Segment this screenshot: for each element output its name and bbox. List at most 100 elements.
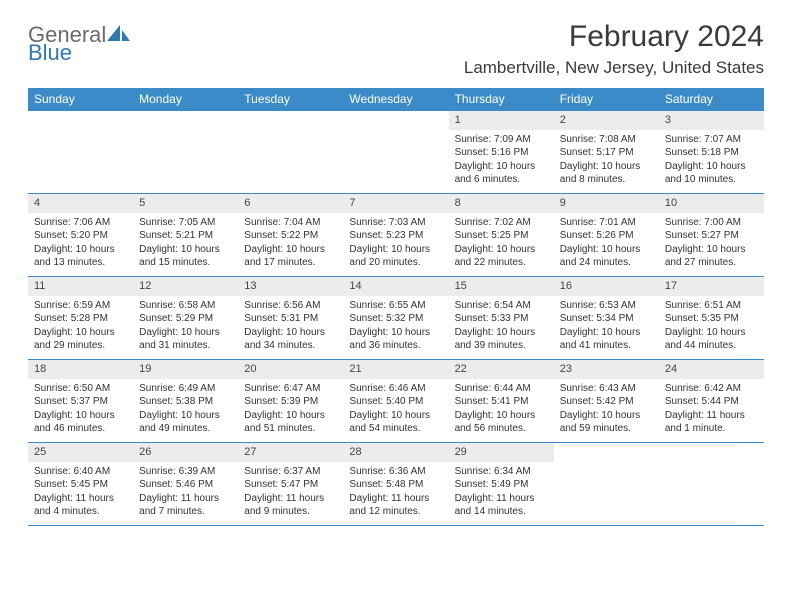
day-content: Sunrise: 6:46 AMSunset: 5:40 PMDaylight:… bbox=[343, 379, 448, 440]
day-line: Sunrise: 6:46 AM bbox=[349, 382, 442, 396]
day-line: Sunset: 5:22 PM bbox=[244, 229, 337, 243]
day-content: Sunrise: 6:58 AMSunset: 5:29 PMDaylight:… bbox=[133, 296, 238, 357]
day-line: Sunset: 5:17 PM bbox=[560, 146, 653, 160]
weekday-header: Sunday bbox=[28, 88, 133, 110]
calendar-cell: 14Sunrise: 6:55 AMSunset: 5:32 PMDayligh… bbox=[343, 277, 448, 359]
day-number: 6 bbox=[238, 194, 343, 213]
day-content: Sunrise: 7:02 AMSunset: 5:25 PMDaylight:… bbox=[449, 213, 554, 274]
day-line: Sunrise: 7:09 AM bbox=[455, 133, 548, 147]
header: General Blue February 2024 Lambertville,… bbox=[28, 20, 764, 78]
day-number: 13 bbox=[238, 277, 343, 296]
day-line: Daylight: 10 hours and 20 minutes. bbox=[349, 243, 442, 270]
calendar-cell bbox=[343, 111, 448, 193]
day-line: Sunset: 5:49 PM bbox=[455, 478, 548, 492]
day-line: Sunset: 5:40 PM bbox=[349, 395, 442, 409]
day-line: Sunset: 5:28 PM bbox=[34, 312, 127, 326]
calendar-row: 18Sunrise: 6:50 AMSunset: 5:37 PMDayligh… bbox=[28, 359, 764, 442]
calendar-cell bbox=[133, 111, 238, 193]
calendar-cell: 9Sunrise: 7:01 AMSunset: 5:26 PMDaylight… bbox=[554, 194, 659, 276]
calendar-header-row: Sunday Monday Tuesday Wednesday Thursday… bbox=[28, 88, 764, 110]
day-line: Sunrise: 6:58 AM bbox=[139, 299, 232, 313]
day-number: 20 bbox=[238, 360, 343, 379]
day-content: Sunrise: 6:43 AMSunset: 5:42 PMDaylight:… bbox=[554, 379, 659, 440]
calendar-cell: 11Sunrise: 6:59 AMSunset: 5:28 PMDayligh… bbox=[28, 277, 133, 359]
day-line: Sunset: 5:38 PM bbox=[139, 395, 232, 409]
calendar-cell: 21Sunrise: 6:46 AMSunset: 5:40 PMDayligh… bbox=[343, 360, 448, 442]
day-line: Daylight: 10 hours and 54 minutes. bbox=[349, 409, 442, 436]
calendar-cell: 22Sunrise: 6:44 AMSunset: 5:41 PMDayligh… bbox=[449, 360, 554, 442]
day-line: Daylight: 10 hours and 22 minutes. bbox=[455, 243, 548, 270]
calendar-cell: 17Sunrise: 6:51 AMSunset: 5:35 PMDayligh… bbox=[659, 277, 764, 359]
day-number: 28 bbox=[343, 443, 448, 462]
day-number: 7 bbox=[343, 194, 448, 213]
month-title: February 2024 bbox=[464, 20, 764, 54]
day-number: 21 bbox=[343, 360, 448, 379]
day-line: Daylight: 10 hours and 13 minutes. bbox=[34, 243, 127, 270]
day-line: Sunrise: 7:08 AM bbox=[560, 133, 653, 147]
day-number: 19 bbox=[133, 360, 238, 379]
day-number: 23 bbox=[554, 360, 659, 379]
day-number: 4 bbox=[28, 194, 133, 213]
calendar-cell bbox=[554, 443, 659, 525]
calendar-cell: 13Sunrise: 6:56 AMSunset: 5:31 PMDayligh… bbox=[238, 277, 343, 359]
calendar-cell bbox=[659, 443, 764, 525]
calendar-row: 4Sunrise: 7:06 AMSunset: 5:20 PMDaylight… bbox=[28, 193, 764, 276]
day-line: Sunset: 5:46 PM bbox=[139, 478, 232, 492]
day-content: Sunrise: 6:37 AMSunset: 5:47 PMDaylight:… bbox=[238, 462, 343, 523]
day-content: Sunrise: 7:04 AMSunset: 5:22 PMDaylight:… bbox=[238, 213, 343, 274]
logo-text-blue: Blue bbox=[28, 40, 72, 65]
day-line: Sunset: 5:27 PM bbox=[665, 229, 758, 243]
day-line: Daylight: 11 hours and 14 minutes. bbox=[455, 492, 548, 519]
day-line: Sunrise: 6:53 AM bbox=[560, 299, 653, 313]
calendar-cell: 27Sunrise: 6:37 AMSunset: 5:47 PMDayligh… bbox=[238, 443, 343, 525]
day-line: Sunrise: 6:37 AM bbox=[244, 465, 337, 479]
title-block: February 2024 Lambertville, New Jersey, … bbox=[464, 20, 764, 78]
weekday-header: Friday bbox=[554, 88, 659, 110]
weekday-header: Tuesday bbox=[238, 88, 343, 110]
day-line: Sunrise: 7:07 AM bbox=[665, 133, 758, 147]
day-number: 1 bbox=[449, 111, 554, 130]
day-line: Daylight: 10 hours and 51 minutes. bbox=[244, 409, 337, 436]
calendar-row: 1Sunrise: 7:09 AMSunset: 5:16 PMDaylight… bbox=[28, 110, 764, 193]
day-line: Sunrise: 7:00 AM bbox=[665, 216, 758, 230]
calendar-cell: 7Sunrise: 7:03 AMSunset: 5:23 PMDaylight… bbox=[343, 194, 448, 276]
day-line: Daylight: 10 hours and 49 minutes. bbox=[139, 409, 232, 436]
page: General Blue February 2024 Lambertville,… bbox=[0, 0, 792, 546]
day-content: Sunrise: 6:50 AMSunset: 5:37 PMDaylight:… bbox=[28, 379, 133, 440]
day-line: Sunset: 5:45 PM bbox=[34, 478, 127, 492]
day-content: Sunrise: 6:59 AMSunset: 5:28 PMDaylight:… bbox=[28, 296, 133, 357]
calendar-cell: 8Sunrise: 7:02 AMSunset: 5:25 PMDaylight… bbox=[449, 194, 554, 276]
day-line: Sunrise: 7:02 AM bbox=[455, 216, 548, 230]
day-number: 5 bbox=[133, 194, 238, 213]
day-content: Sunrise: 6:56 AMSunset: 5:31 PMDaylight:… bbox=[238, 296, 343, 357]
day-content: Sunrise: 7:00 AMSunset: 5:27 PMDaylight:… bbox=[659, 213, 764, 274]
calendar-cell: 4Sunrise: 7:06 AMSunset: 5:20 PMDaylight… bbox=[28, 194, 133, 276]
day-line: Sunrise: 6:42 AM bbox=[665, 382, 758, 396]
day-line: Sunset: 5:39 PM bbox=[244, 395, 337, 409]
day-line: Sunset: 5:20 PM bbox=[34, 229, 127, 243]
day-line: Daylight: 10 hours and 34 minutes. bbox=[244, 326, 337, 353]
day-content: Sunrise: 6:44 AMSunset: 5:41 PMDaylight:… bbox=[449, 379, 554, 440]
day-line: Sunrise: 6:47 AM bbox=[244, 382, 337, 396]
day-line: Daylight: 11 hours and 12 minutes. bbox=[349, 492, 442, 519]
day-line: Sunset: 5:26 PM bbox=[560, 229, 653, 243]
day-line: Daylight: 10 hours and 24 minutes. bbox=[560, 243, 653, 270]
day-line: Sunset: 5:23 PM bbox=[349, 229, 442, 243]
day-number: 18 bbox=[28, 360, 133, 379]
day-line: Sunrise: 6:54 AM bbox=[455, 299, 548, 313]
day-line: Sunrise: 6:55 AM bbox=[349, 299, 442, 313]
weekday-header: Thursday bbox=[449, 88, 554, 110]
calendar-cell: 28Sunrise: 6:36 AMSunset: 5:48 PMDayligh… bbox=[343, 443, 448, 525]
day-content: Sunrise: 6:40 AMSunset: 5:45 PMDaylight:… bbox=[28, 462, 133, 523]
calendar-cell: 19Sunrise: 6:49 AMSunset: 5:38 PMDayligh… bbox=[133, 360, 238, 442]
day-content: Sunrise: 6:39 AMSunset: 5:46 PMDaylight:… bbox=[133, 462, 238, 523]
day-line: Daylight: 11 hours and 4 minutes. bbox=[34, 492, 127, 519]
day-content: Sunrise: 7:03 AMSunset: 5:23 PMDaylight:… bbox=[343, 213, 448, 274]
day-content: Sunrise: 7:08 AMSunset: 5:17 PMDaylight:… bbox=[554, 130, 659, 191]
calendar-cell: 23Sunrise: 6:43 AMSunset: 5:42 PMDayligh… bbox=[554, 360, 659, 442]
day-number: 22 bbox=[449, 360, 554, 379]
calendar-cell: 26Sunrise: 6:39 AMSunset: 5:46 PMDayligh… bbox=[133, 443, 238, 525]
day-line: Daylight: 10 hours and 39 minutes. bbox=[455, 326, 548, 353]
calendar-cell: 1Sunrise: 7:09 AMSunset: 5:16 PMDaylight… bbox=[449, 111, 554, 193]
day-line: Sunrise: 6:39 AM bbox=[139, 465, 232, 479]
